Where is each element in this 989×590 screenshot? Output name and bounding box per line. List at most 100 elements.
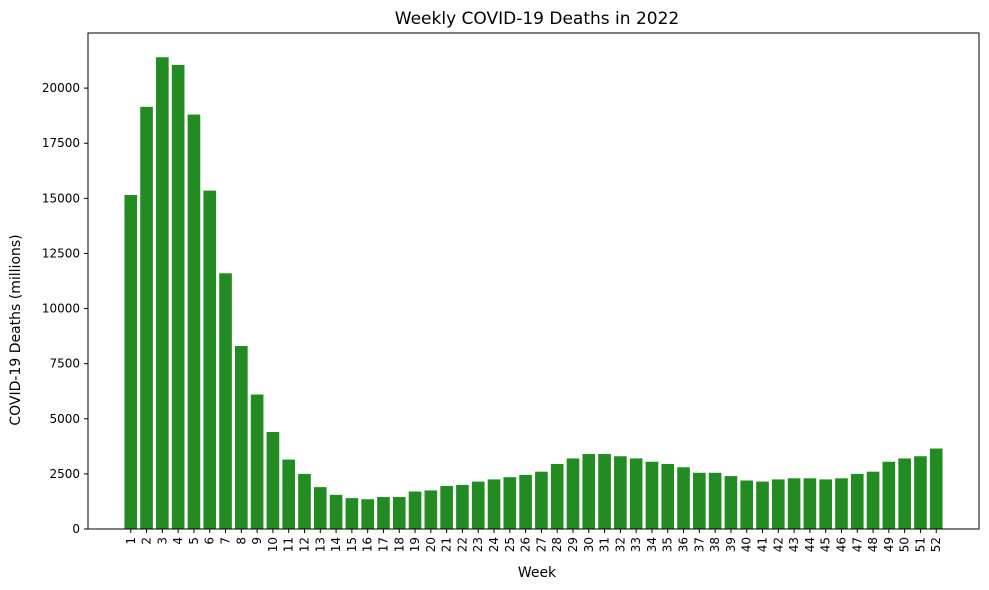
bar-week-43 [787,478,801,529]
y-tick-label: 2500 [49,467,80,481]
x-tick-label: 18 [392,537,406,552]
bar-week-49 [882,461,896,529]
bar-week-34 [645,461,659,529]
bar-week-25 [503,477,517,529]
x-tick-label: 41 [756,537,770,552]
x-tick-label: 35 [661,537,675,552]
x-tick-label: 48 [866,537,880,552]
x-tick-label: 51 [913,537,927,552]
x-tick-label: 2 [140,537,154,545]
x-tick-label: 36 [677,537,691,552]
x-tick-label: 12 [297,537,311,552]
bar-week-17 [377,497,390,529]
bar-week-10 [266,432,280,529]
x-tick-label: 8 [234,537,248,545]
x-tick-label: 27 [534,537,548,552]
x-tick-label: 31 [598,537,612,552]
bar-week-39 [724,476,738,529]
bar-week-1 [124,195,138,529]
x-tick-label: 4 [171,537,185,545]
bar-week-47 [850,473,864,529]
bar-week-44 [803,478,817,529]
x-tick-label: 34 [645,537,659,552]
bar-week-48 [866,471,880,529]
bar-week-19 [408,491,422,529]
bar-week-11 [282,459,296,529]
bar-week-45 [819,479,832,529]
bar-week-23 [471,481,485,529]
bar-week-18 [392,497,406,529]
x-tick-label: 38 [708,537,722,552]
x-tick-label: 33 [629,537,643,552]
x-tick-label: 17 [376,537,390,552]
bar-week-41 [756,481,769,529]
x-axis-label: Week [518,565,557,581]
x-tick-label: 30 [582,537,596,552]
y-tick-label: 10000 [42,302,80,316]
bar-week-33 [629,458,643,529]
bar-week-35 [661,463,675,529]
bar-week-8 [235,346,248,529]
x-tick-label: 3 [155,537,169,545]
x-tick-label: 20 [424,537,438,552]
x-tick-label: 22 [455,537,469,552]
x-tick-label: 26 [519,537,533,552]
bar-week-22 [456,484,469,529]
x-tick-label: 16 [361,537,375,552]
x-tick-label: 9 [250,537,264,545]
x-tick-label: 1 [124,537,138,545]
x-tick-label: 29 [566,537,580,552]
chart-title: Weekly COVID-19 Deaths in 2022 [395,9,679,29]
x-tick-label: 37 [692,537,706,552]
bar-week-36 [677,467,690,529]
bar-week-14 [329,494,343,529]
bar-week-32 [614,456,627,529]
x-tick-label: 19 [408,537,422,552]
bars-group [124,57,943,530]
x-tick-label: 47 [850,537,864,552]
bar-week-28 [550,463,564,529]
x-tick-label: 42 [771,537,785,552]
x-tick-label: 49 [882,537,896,552]
y-tick-label: 5000 [49,412,80,426]
x-tick-label: 39 [724,537,738,552]
x-tick-label: 11 [282,537,296,552]
x-tick-label: 5 [187,537,201,545]
x-tick-label: 10 [266,537,280,552]
bar-week-12 [298,473,311,529]
bar-week-52 [929,448,943,529]
y-tick-label: 20000 [42,81,80,95]
bar-week-2 [140,106,153,530]
y-axis-label: COVID-19 Deaths (millions) [8,234,24,425]
bar-week-5 [187,114,201,529]
x-tick-label: 6 [203,537,217,545]
x-tick-label: 52 [929,537,943,552]
x-tick-label: 44 [803,537,817,552]
bar-week-24 [487,479,501,529]
bar-week-37 [693,472,706,529]
bar-week-27 [535,471,548,529]
y-tick-label: 7500 [49,357,80,371]
bar-week-16 [361,499,374,529]
bar-week-51 [914,456,927,529]
x-tick-label: 25 [503,537,517,552]
bar-week-40 [740,480,754,529]
x-tick-label: 32 [613,537,627,552]
bar-week-21 [440,486,453,529]
bar-week-15 [345,498,359,529]
bar-week-29 [566,458,580,529]
bar-week-6 [203,190,217,529]
x-tick-label: 50 [898,537,912,552]
x-tick-label: 43 [787,537,801,552]
bar-week-4 [171,64,185,529]
bar-week-20 [424,490,438,529]
x-tick-label: 28 [550,537,564,552]
x-tick-label: 13 [313,537,327,552]
plot-frame [87,32,980,530]
y-tick-label: 0 [72,522,80,536]
x-tick-label: 46 [834,537,848,552]
bar-week-42 [771,479,785,529]
bar-week-31 [598,454,611,529]
bar-week-7 [219,273,232,529]
